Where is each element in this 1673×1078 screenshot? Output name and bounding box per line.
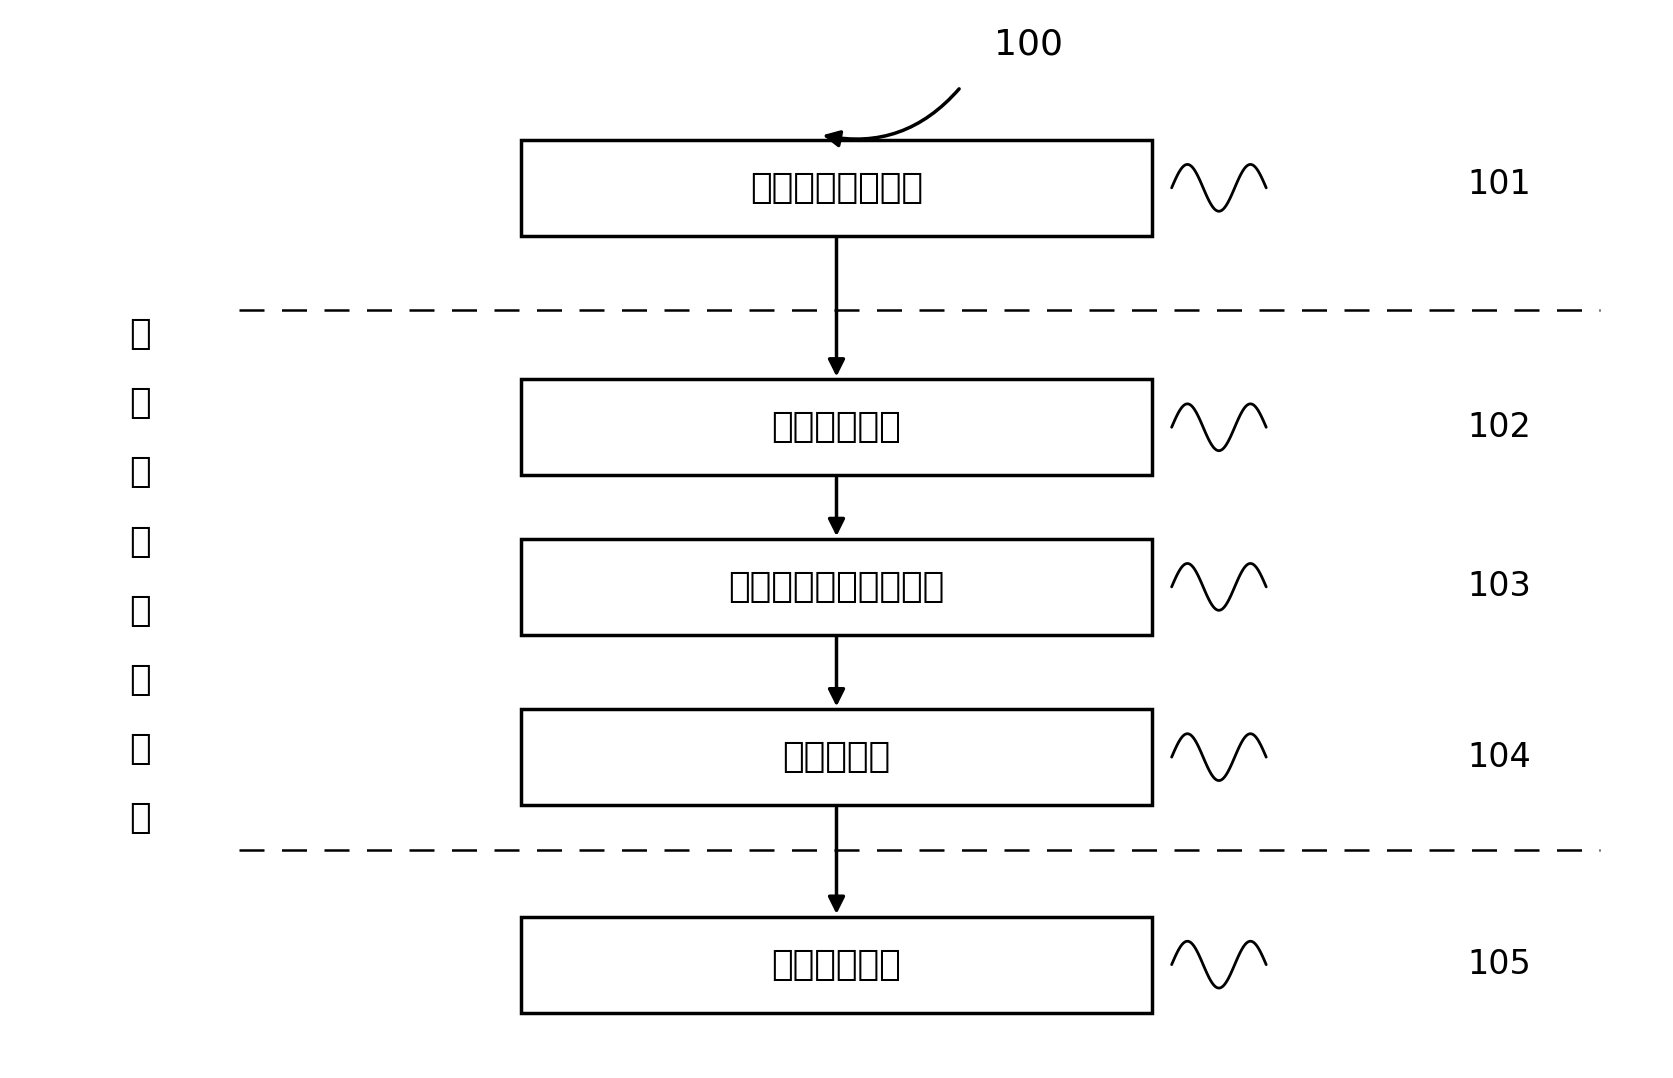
Text: 处: 处 [129, 594, 151, 627]
Text: 误: 误 [129, 456, 151, 489]
Text: 101: 101 [1467, 168, 1531, 202]
Text: 过: 过 [129, 732, 151, 766]
Text: 102: 102 [1467, 411, 1531, 444]
Text: 差: 差 [129, 525, 151, 558]
Text: 100: 100 [994, 27, 1062, 61]
Text: 数: 数 [129, 317, 151, 351]
Text: 程: 程 [129, 801, 151, 835]
Text: 103: 103 [1467, 570, 1531, 604]
Text: 理: 理 [129, 663, 151, 697]
Text: 据: 据 [129, 386, 151, 420]
FancyBboxPatch shape [522, 916, 1151, 1012]
Text: 105: 105 [1467, 949, 1531, 981]
FancyBboxPatch shape [522, 140, 1151, 236]
Text: 剔除异常点及大影响点: 剔除异常点及大影响点 [728, 570, 945, 604]
Text: 去除粗大误差: 去除粗大误差 [771, 411, 902, 444]
Text: 104: 104 [1467, 741, 1531, 774]
FancyBboxPatch shape [522, 539, 1151, 635]
Text: 显著性检验: 显著性检验 [783, 741, 890, 774]
Text: 标准曲线拟合: 标准曲线拟合 [771, 948, 902, 982]
FancyBboxPatch shape [522, 709, 1151, 805]
Text: 采集核磁共振数据: 采集核磁共振数据 [750, 170, 923, 205]
FancyArrowPatch shape [826, 88, 959, 146]
FancyBboxPatch shape [522, 379, 1151, 475]
